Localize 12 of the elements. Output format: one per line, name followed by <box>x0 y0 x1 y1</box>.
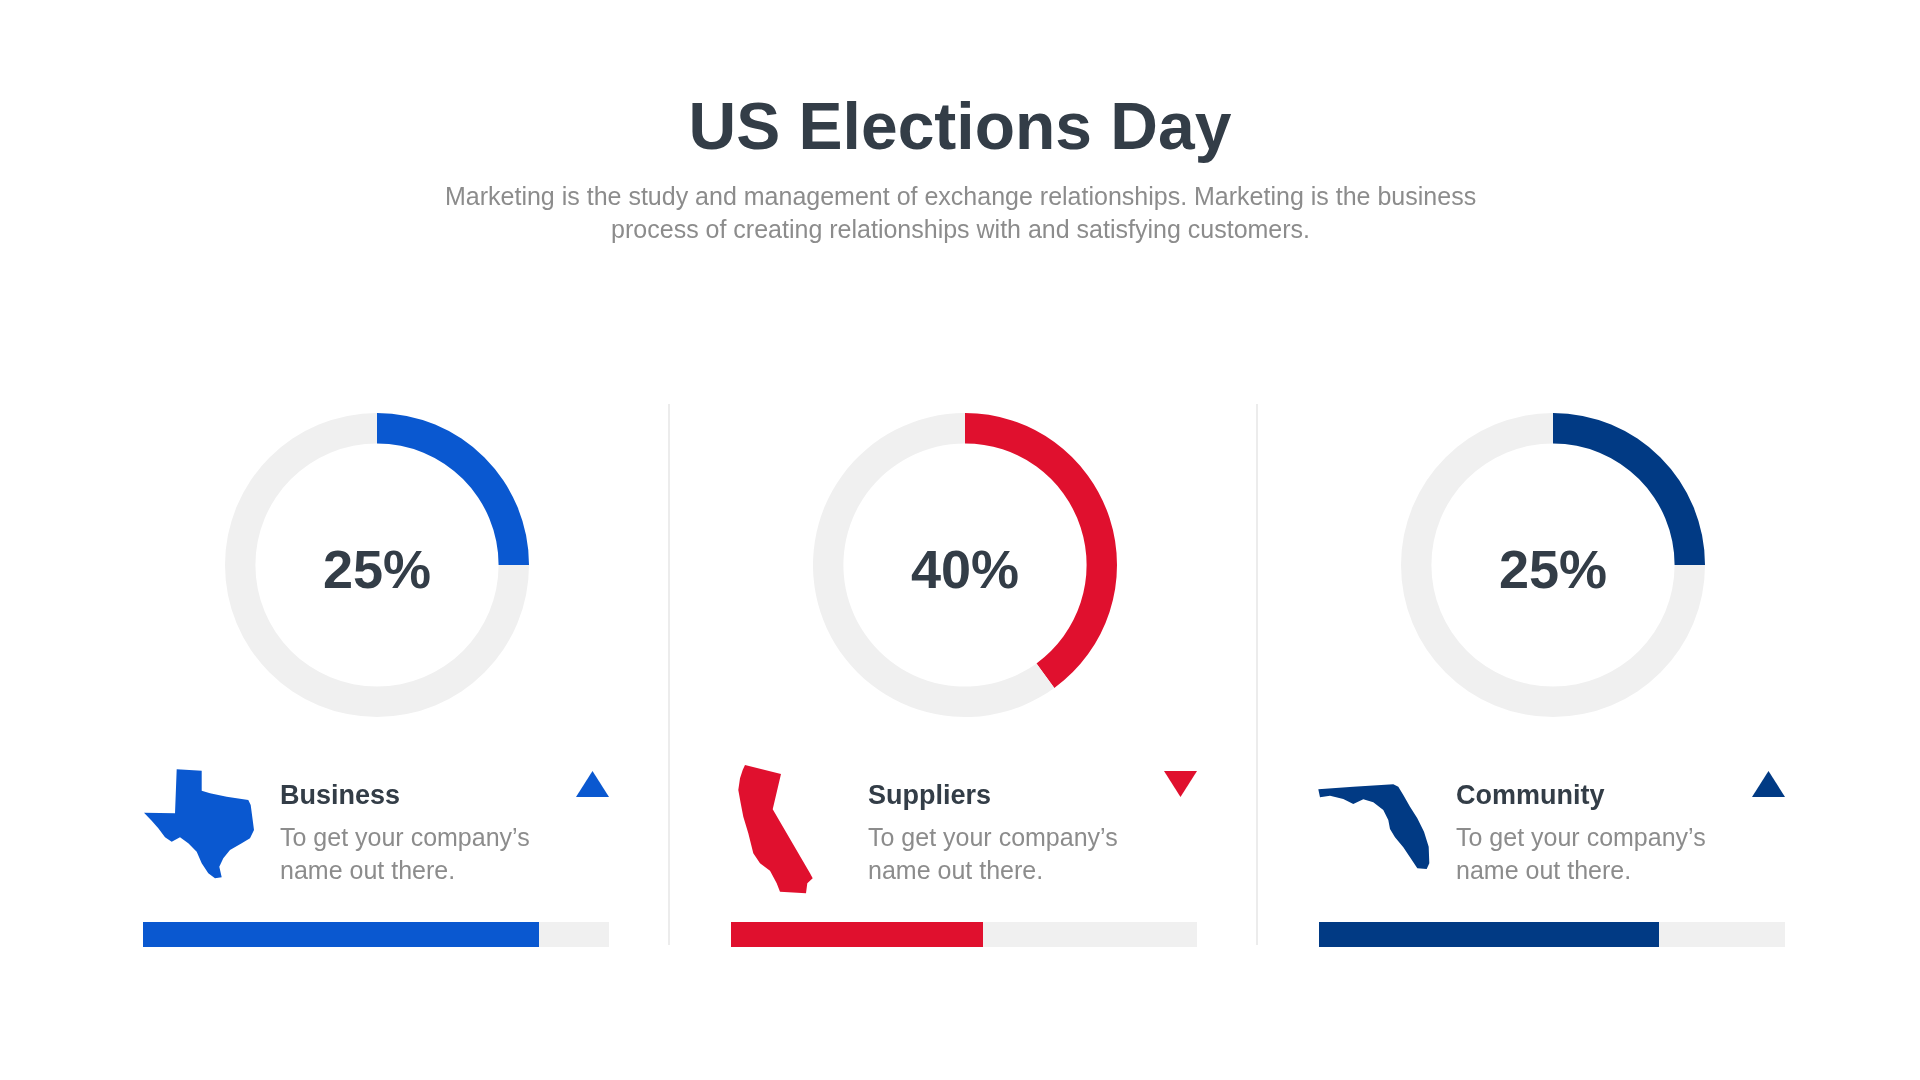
text: Marketing is the study and management of exchange relationships. Marketing is the business process of creating relationships with and satisfying customers. <box>445 182 1477 243</box>
chart-title: Community <box>1456 780 1605 810</box>
text: 25% <box>323 539 432 599</box>
donut-slice <box>225 413 529 717</box>
donut-slice <box>1401 413 1705 717</box>
donut-slice <box>813 413 1055 717</box>
text: US Elections Day <box>688 89 1232 164</box>
chart-subtitle: To get your company’s name out there. <box>868 823 1118 884</box>
chart-subtitle: To get your company’s name out there. <box>1456 823 1706 884</box>
text: 40% <box>911 539 1020 599</box>
text: 25% <box>1499 539 1608 599</box>
chart-title: Suppliers <box>868 780 992 810</box>
